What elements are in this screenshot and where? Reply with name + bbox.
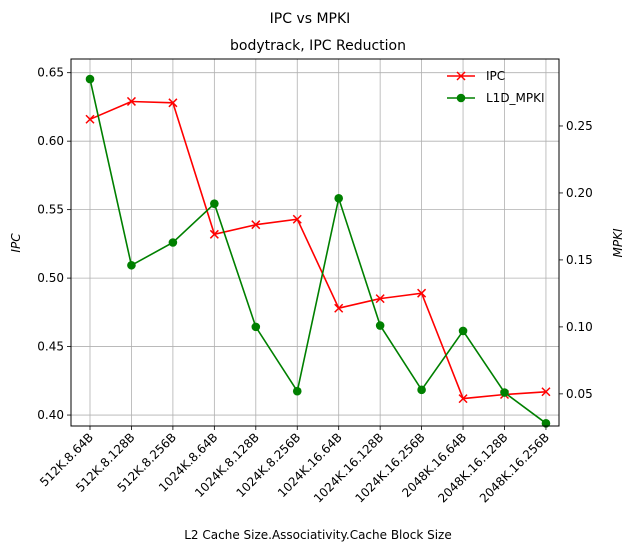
legend-marker — [456, 71, 466, 81]
data-point — [210, 199, 219, 208]
data-point — [417, 385, 426, 395]
y-left-tick-label: 0.40 — [37, 408, 64, 422]
chart-title: bodytrack, IPC Reduction — [230, 38, 406, 54]
y-left-tick-label: 0.55 — [37, 203, 64, 217]
data-point — [127, 260, 136, 270]
chart-suptitle: IPC vs MPKI — [270, 11, 351, 27]
y-right-tick-label: 0.10 — [566, 320, 593, 334]
data-point — [375, 321, 385, 330]
legend-label: IPC — [486, 69, 505, 83]
y-right-tick-label: 0.05 — [566, 387, 593, 401]
data-point — [417, 288, 427, 298]
x-axis-label: L2 Cache Size.Associativity.Cache Block … — [184, 528, 451, 542]
data-point — [375, 294, 385, 304]
y-axis-right-label: MPKI — [611, 228, 625, 257]
data-point — [458, 394, 468, 404]
y-left-tick-label: 0.60 — [37, 134, 64, 148]
data-point — [292, 214, 302, 224]
data-point — [209, 229, 219, 239]
data-point — [458, 326, 468, 336]
data-point — [541, 419, 551, 428]
data-point — [292, 386, 302, 396]
y-right-tick-label: 0.20 — [566, 186, 593, 200]
data-point — [251, 220, 261, 230]
grid — [71, 59, 559, 426]
data-point — [251, 322, 261, 332]
data-point — [541, 387, 551, 397]
legend: IPC L1D_MPKI — [447, 69, 545, 105]
data-point — [334, 303, 344, 313]
data-point — [168, 98, 178, 108]
data-point — [85, 114, 95, 124]
y-axis-left-label: IPC — [9, 233, 23, 253]
y-left-tick-label: 0.65 — [37, 66, 64, 80]
plot-area-frame — [70, 58, 560, 427]
series-layer — [85, 74, 551, 428]
y-right-tick-label: 0.15 — [566, 253, 593, 267]
legend-label: L1D_MPKI — [486, 91, 545, 105]
data-point — [334, 193, 344, 203]
y-left-tick-label: 0.45 — [37, 340, 64, 354]
legend-marker — [456, 93, 466, 103]
y-left-tick-label: 0.50 — [37, 271, 64, 285]
series-line — [89, 78, 547, 424]
data-point — [500, 388, 509, 397]
series-L1D_MPKI — [85, 74, 551, 428]
data-point — [168, 238, 178, 247]
series-line — [89, 100, 547, 400]
data-point — [126, 96, 136, 106]
axis-ticks: 512K.8.64B512K.8.128B512K.8.256B1024K.8.… — [37, 66, 593, 506]
y-right-tick-label: 0.25 — [566, 119, 593, 133]
data-point — [85, 74, 95, 84]
